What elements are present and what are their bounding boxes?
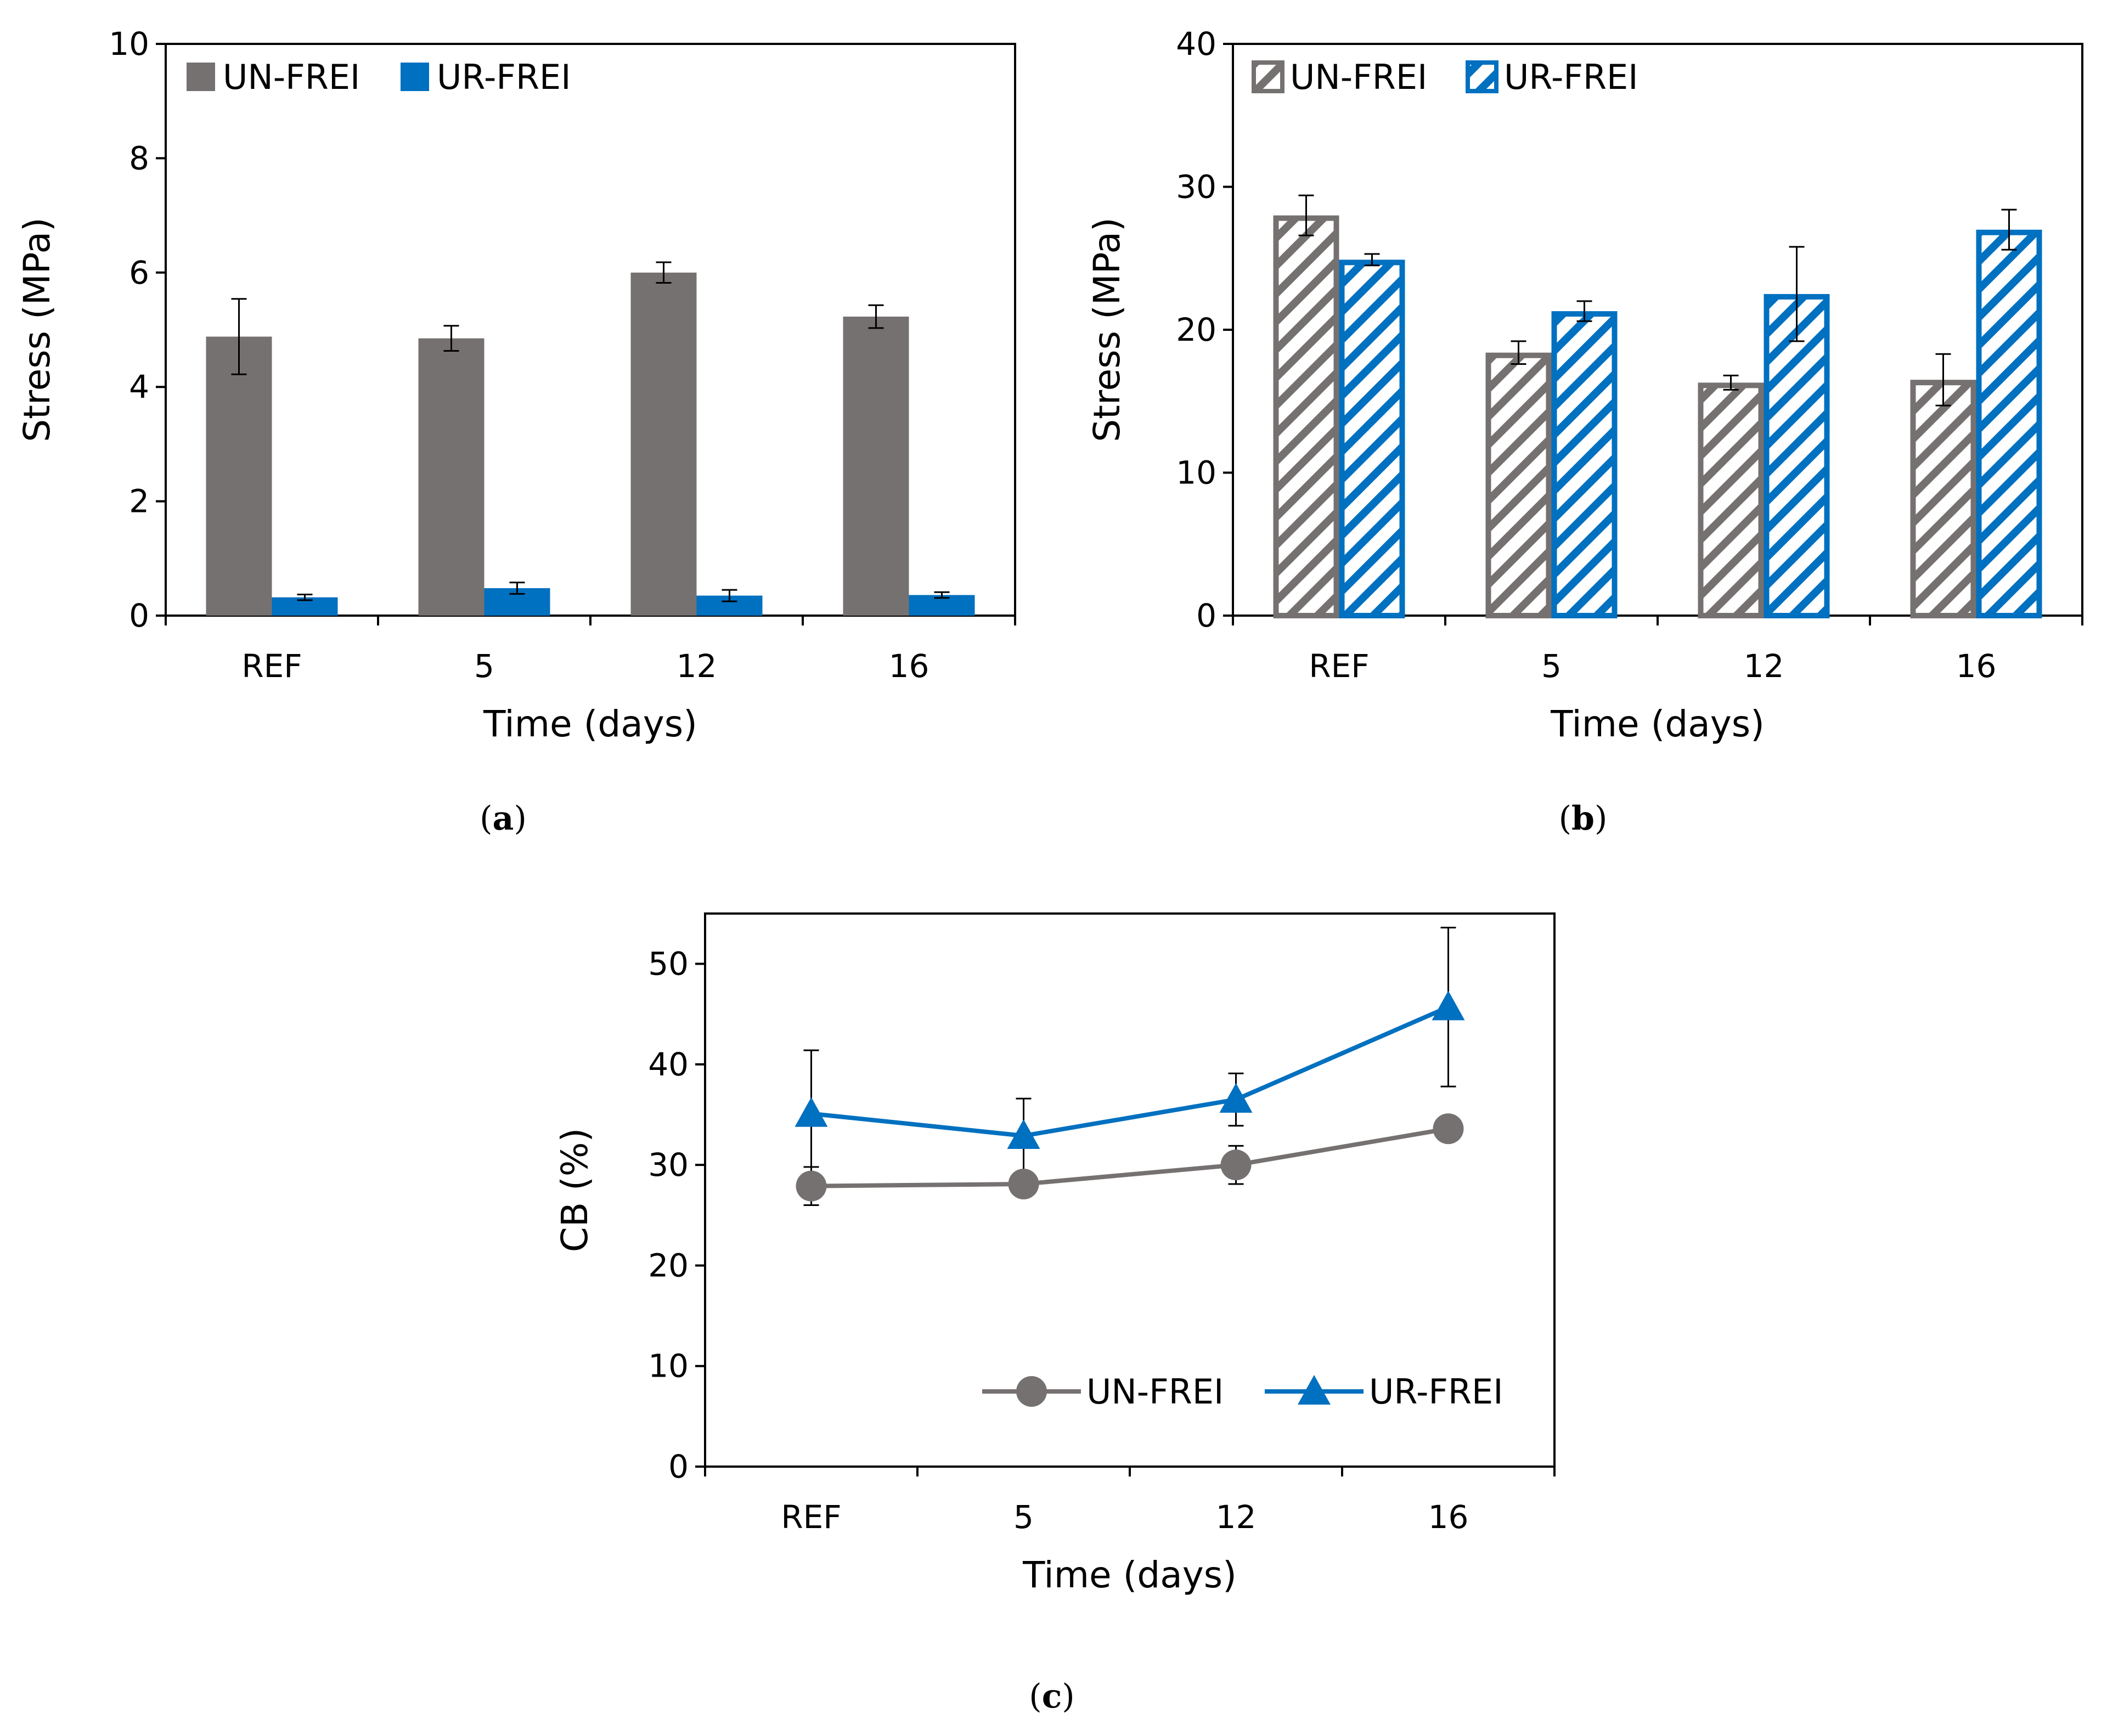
y-axis-title: CB (%) [554,1128,596,1253]
legend-label-un-frei: UN-FREI [1086,1372,1224,1412]
caption-open: ( [480,799,492,838]
bar-un-frei-12 [1698,382,1764,618]
y-tick-label: 40 [648,1046,689,1083]
point-un-frei-16 [1433,1113,1464,1145]
y-tick-label: 10 [1176,454,1216,492]
bar-un-frei-5 [418,338,485,616]
bar-un-frei-5 [1485,352,1552,618]
point-ur-frei-5 [1007,1119,1040,1149]
x-tick-label: 5 [474,647,494,685]
point-ur-frei-ref [795,1097,828,1127]
point-un-frei-12 [1220,1149,1252,1181]
point-ur-frei-12 [1219,1083,1253,1113]
bar-ur-frei-12 [1764,294,1830,618]
y-tick-label: 20 [648,1247,689,1284]
legend-swatch-ur-frei [1466,60,1498,93]
point-ur-frei-16 [1432,990,1465,1021]
y-axis-title: Stress (MPa) [1086,217,1128,442]
series-line-ur-frei [811,1005,1450,1138]
chart-b: 0 10 20 30 40 REF 5 12 16 Time (days) Stress (MPa)… [1086,25,2083,838]
x-axis-title: Time (days) [483,703,697,745]
bar-un-frei-16 [843,317,909,616]
x-tick-label: 5 [1541,647,1562,685]
x-tick-label: 16 [889,647,929,685]
x-axis-title: Time (days) [1550,703,1765,745]
bar-ur-frei-5 [1551,311,1618,618]
bar-un-frei-16 [1910,380,1976,618]
y-tick-label: 0 [1196,597,1216,634]
y-axis-title: Stress (MPa) [16,217,58,442]
caption-letter: a [493,799,514,838]
caption-open: ( [1559,799,1571,838]
x-tick-label: 5 [1013,1498,1034,1536]
legend-swatch-un-frei [1252,60,1285,93]
bar-un-frei-ref [1273,215,1339,619]
x-axis-title: Time (days) [1022,1554,1237,1596]
bar-un-frei-ref [206,336,272,616]
x-tick-label: REF [1309,647,1369,685]
caption-open: ( [1029,1677,1041,1716]
x-tick-label: 16 [1428,1498,1469,1536]
y-tick-label: 0 [129,597,149,634]
legend-marker-ur-frei [1298,1375,1331,1405]
panel-caption: (b) [1559,799,1608,838]
series-line-un-frei [811,1126,1449,1188]
bar-ur-frei-ref [1339,260,1405,619]
y-tick-label: 4 [129,368,149,405]
y-tick-label: 6 [129,254,149,291]
y-tick-label: 0 [668,1448,689,1485]
legend-marker-un-frei [1016,1376,1047,1407]
y-tick-label: 8 [129,139,149,177]
panel-caption: (c) [1029,1677,1074,1716]
caption-letter: b [1571,799,1595,838]
bar-ur-frei-16 [1976,229,2042,618]
panel-caption: (a) [480,799,527,838]
caption-letter: c [1042,1677,1062,1716]
y-tick-label: 2 [129,483,149,520]
chart-a: 0 2 4 6 8 10 REF 5 12 16 Time (days) Stress (MPa) (a… [16,25,1016,838]
x-tick-label: 16 [1956,647,1997,685]
chart-c: 0 10 20 30 40 50 REF 5 12 16 Time (days) CB (%) (c) U… [554,912,1556,1716]
x-tick-label: 12 [1216,1498,1257,1536]
y-tick-label: 50 [648,945,689,983]
y-tick-label: 30 [648,1146,689,1183]
x-tick-label: 12 [677,647,717,685]
x-tick-label: REF [241,647,302,685]
legend-swatch-ur-frei [401,63,429,91]
legend-label-ur-frei: UR-FREI [1504,57,1638,97]
x-tick-label: 12 [1744,647,1784,685]
y-tick-label: 20 [1176,311,1216,348]
y-tick-label: 40 [1176,25,1216,63]
caption-close: ) [1595,799,1607,838]
x-tick-label: REF [781,1498,841,1536]
legend-label-un-frei: UN-FREI [223,57,360,97]
legend-swatch-un-frei [187,63,215,91]
legend-label-un-frei: UN-FREI [1290,57,1427,97]
legend-label-ur-frei: UR-FREI [437,57,571,97]
caption-close: ) [1062,1677,1074,1716]
y-tick-label: 10 [648,1348,689,1385]
point-un-frei-ref [796,1170,827,1202]
y-tick-label: 10 [109,25,149,63]
bar-un-frei-12 [630,272,697,616]
y-tick-label: 30 [1176,168,1216,206]
legend-label-ur-frei: UR-FREI [1369,1372,1503,1412]
point-un-frei-5 [1008,1169,1039,1200]
caption-close: ) [514,799,526,838]
